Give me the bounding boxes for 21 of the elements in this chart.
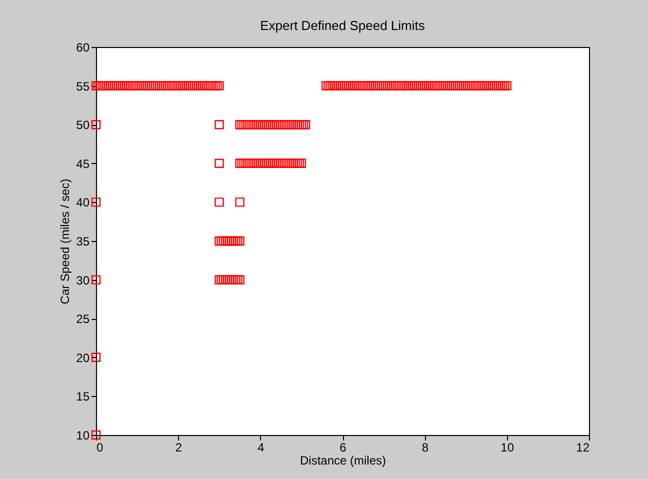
y-tick-label: 35 (76, 234, 90, 248)
y-tick-label: 50 (76, 118, 90, 132)
x-tick-label: 8 (422, 440, 429, 454)
x-tick-label: 6 (340, 440, 347, 454)
y-tick-label: 60 (76, 40, 90, 54)
y-axis-title: Car Speed (miles / sec) (58, 178, 72, 304)
x-tick-label: 2 (175, 440, 182, 454)
y-tick-label: 45 (76, 156, 90, 171)
x-tick-label: 10 (500, 440, 514, 454)
y-tick-label: 10 (76, 428, 90, 442)
y-tick-label: 20 (76, 350, 90, 365)
y-tick-label: 55 (76, 79, 90, 94)
x-tick-label: 12 (576, 440, 590, 454)
y-tick-label: 30 (76, 273, 90, 288)
y-tick-label: 15 (76, 390, 90, 404)
y-tick-label: 25 (76, 312, 90, 326)
x-axis-title: Distance (miles) (300, 454, 386, 468)
x-tick-label: 4 (257, 440, 264, 454)
x-tick-label: 0 (96, 440, 104, 454)
chart-title: Expert Defined Speed Limits (260, 18, 426, 33)
y-tick-label: 40 (76, 196, 90, 210)
